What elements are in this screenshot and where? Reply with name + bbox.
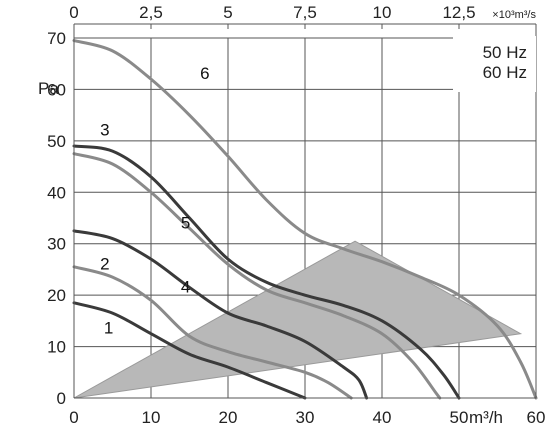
curve-2 <box>72 229 369 400</box>
y-tick-label-0: 0 <box>57 389 66 408</box>
y-tick-label-3: 30 <box>47 235 66 254</box>
legend-entry-1: 50 Hz <box>483 43 527 62</box>
x-tick-label-1: 10 <box>142 408 161 427</box>
y-unit-label: Pa <box>38 79 59 98</box>
curve-label-5: 5 <box>181 213 190 232</box>
y-tick-label-1: 10 <box>47 338 66 357</box>
legend-entry-2: 60 Hz <box>483 63 527 82</box>
legend-box <box>453 36 536 92</box>
x-tick-label-0: 0 <box>69 408 78 427</box>
top-tick-label-4: 10 <box>373 3 392 22</box>
x-unit-label: m³/h <box>469 408 503 427</box>
curve-label-1: 1 <box>104 319 113 338</box>
curve-6 <box>72 39 538 400</box>
y-tick-label-5: 50 <box>47 132 66 151</box>
top-tick-label-5: 12,5 <box>442 3 475 22</box>
operating-area-polygon <box>73 240 523 399</box>
x-tick-label-2: 20 <box>219 408 238 427</box>
curve-5 <box>72 152 442 400</box>
x-tick-label-6: 60 <box>527 408 546 427</box>
curve-label-3: 3 <box>100 121 109 140</box>
top-tick-label-0: 0 <box>69 3 78 22</box>
y-tick-label-7: 70 <box>47 29 66 48</box>
top-unit-label: ×10³m³/s <box>492 9 536 21</box>
curve-label-6: 6 <box>200 64 209 83</box>
top-tick-label-2: 5 <box>223 3 232 22</box>
x-tick-label-5: 50 <box>450 408 469 427</box>
x-tick-label-3: 30 <box>296 408 315 427</box>
curve-label-4: 4 <box>181 278 190 297</box>
legend: 50 Hz 60 Hz <box>453 36 536 92</box>
x-tick-label-4: 40 <box>373 408 392 427</box>
y-tick-label-6: 60 <box>47 80 66 99</box>
operating-area <box>73 240 523 399</box>
curve-1 <box>72 301 307 400</box>
curve-4 <box>72 265 353 400</box>
y-tick-label-2: 20 <box>47 286 66 305</box>
y-tick-label-4: 40 <box>47 183 66 202</box>
top-tick-label-1: 2,5 <box>139 3 163 22</box>
curve-label-2: 2 <box>100 254 109 273</box>
top-tick-label-3: 7,5 <box>293 3 317 22</box>
curve-3 <box>72 144 461 400</box>
curves <box>72 39 538 400</box>
